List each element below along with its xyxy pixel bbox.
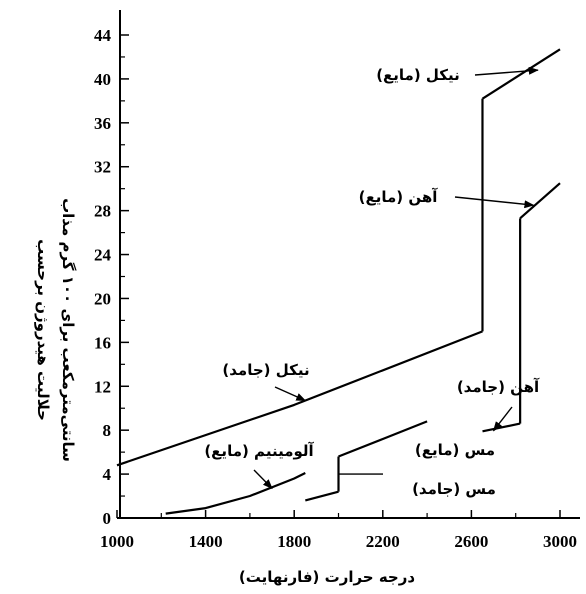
x-tick-label: 1000	[100, 532, 134, 551]
axes	[117, 10, 580, 519]
y-tick-label: 12	[94, 377, 111, 396]
y-tick-label: 28	[94, 202, 111, 221]
y-tick-label: 40	[94, 70, 111, 89]
series-line-3	[482, 422, 521, 433]
x-tick-label: 1800	[277, 532, 311, 551]
series-line-1	[116, 330, 483, 467]
annotation-arrow	[492, 406, 513, 432]
y-axis-title-line-1: حلالیت هیدروژن برحسب	[34, 239, 52, 421]
annotation-arrow	[274, 386, 307, 402]
y-tick-label: 36	[94, 114, 111, 133]
label-nickel-liquid: نیکل (مایع)	[376, 66, 460, 84]
y-ticks: 0 4 8 12 16 20 24 28 32 36 40 44	[94, 26, 129, 528]
series-labels: نیکل (مایع) آهن (مایع) نیکل (جامد) آهن (…	[204, 66, 540, 498]
y-tick-label: 24	[94, 246, 112, 265]
annotation-arrow	[454, 196, 535, 209]
annotation-arrow	[253, 469, 273, 490]
y-tick-label: 0	[103, 509, 112, 528]
series-line-2	[481, 48, 561, 100]
x-tick-label: 2600	[454, 532, 488, 551]
y-tick-label: 20	[94, 289, 111, 308]
series-line-7	[338, 420, 428, 458]
x-tick-label: 2200	[366, 532, 400, 551]
label-copper-liquid: مس (مایع)	[415, 441, 495, 459]
y-axis-title-line-2: سانتی‌مترمکعب برای ۱۰۰ گرم مذاب	[59, 198, 77, 462]
x-tick-label: 3000	[543, 532, 577, 551]
label-copper-solid: مس (جامد)	[412, 480, 496, 498]
x-tick-label: 1400	[189, 532, 223, 551]
series-line-5	[165, 472, 306, 515]
series-line-4	[519, 182, 561, 220]
y-tick-label: 32	[94, 158, 111, 177]
x-axis-title: درجه حرارت (فارنهایت)	[239, 568, 415, 586]
label-iron-solid: آهن (جامد)	[457, 378, 540, 396]
series-lines	[116, 48, 561, 515]
series-line-6	[305, 490, 339, 502]
annotation-arrow	[474, 66, 539, 76]
label-iron-liquid: آهن (مایع)	[359, 188, 439, 206]
label-nickel-solid: نیکل (جامد)	[222, 361, 309, 379]
label-aluminum-liquid: آلومینیم (مایع)	[204, 442, 314, 460]
annotation-arrows	[253, 66, 539, 490]
y-tick-label: 16	[94, 333, 111, 352]
x-ticks: 1000 1400 1800 2200 2600 3000	[100, 510, 577, 551]
y-tick-label: 44	[94, 26, 112, 45]
y-tick-label: 4	[103, 465, 112, 484]
y-tick-label: 8	[103, 421, 112, 440]
y-axis-title: حلالیت هیدروژن برحسب سانتی‌مترمکعب برای …	[34, 198, 77, 462]
